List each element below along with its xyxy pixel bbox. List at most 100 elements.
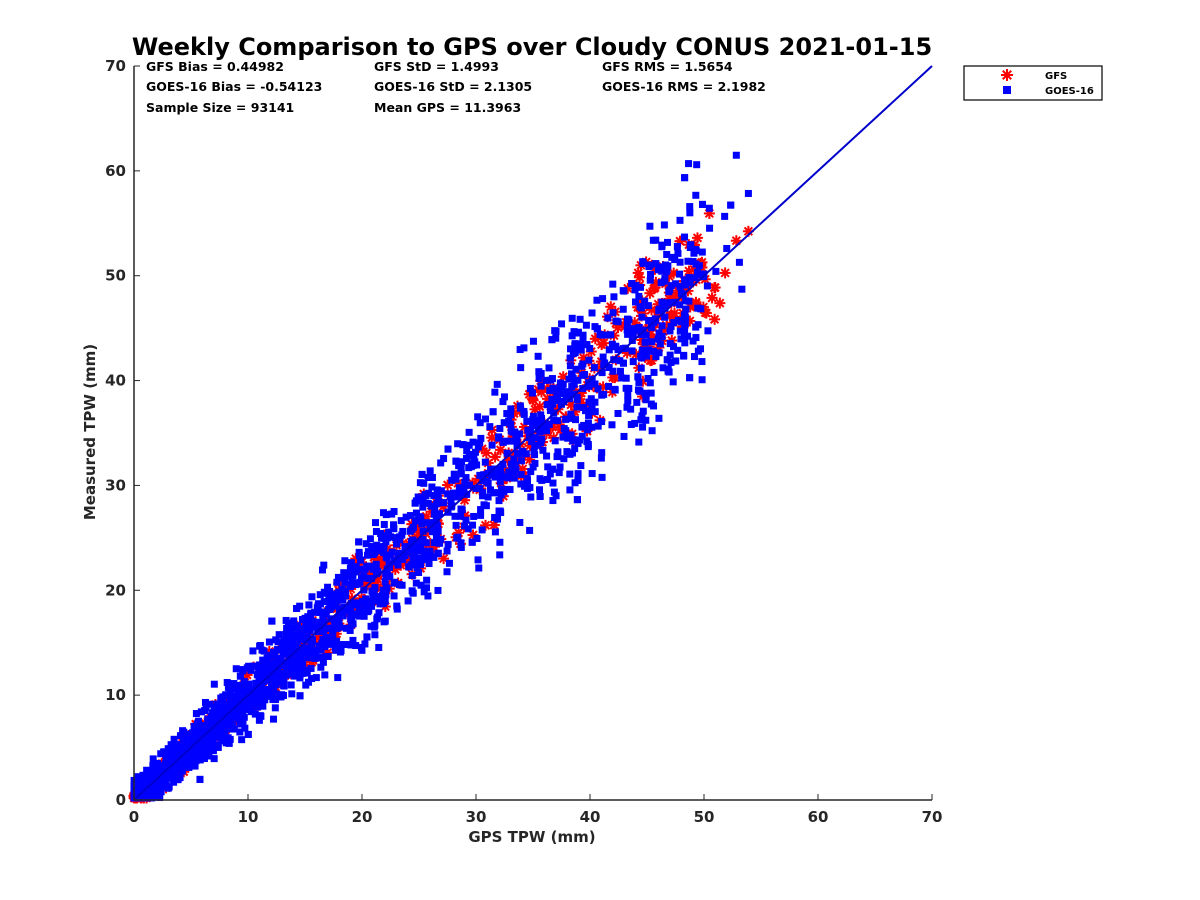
goes16-point — [169, 774, 177, 782]
goes16-point — [609, 367, 617, 375]
goes16-point — [529, 420, 537, 428]
goes16-point — [418, 520, 426, 528]
goes16-point — [228, 722, 236, 730]
goes16-point — [667, 358, 675, 366]
gfs-asterisk-stroke — [558, 372, 568, 382]
goes16-point — [598, 473, 606, 481]
goes16-point — [342, 641, 350, 649]
goes16-point — [283, 624, 291, 632]
goes16-point — [395, 581, 403, 589]
goes16-point — [324, 652, 332, 660]
goes16-point — [304, 654, 312, 662]
goes16-point — [576, 315, 584, 323]
goes16-point — [686, 209, 694, 217]
goes16-point — [451, 512, 459, 520]
goes16-point — [598, 331, 606, 339]
goes16-point — [676, 327, 684, 335]
goes16-point — [673, 243, 681, 251]
goes16-point — [669, 378, 677, 386]
goes16-point — [732, 151, 740, 159]
goes16-point — [559, 380, 567, 388]
gfs-asterisk-stroke — [468, 530, 478, 540]
goes16-point — [445, 559, 453, 567]
goes16-point — [336, 605, 344, 613]
gfs-asterisk-stroke — [487, 433, 497, 443]
goes16-point — [660, 277, 668, 285]
goes16-point — [686, 203, 694, 211]
goes16-point — [555, 469, 563, 477]
goes16-point — [588, 423, 596, 431]
goes16-point — [509, 428, 517, 436]
goes16-point — [379, 586, 387, 594]
goes16-point — [574, 376, 582, 384]
goes16-point — [406, 512, 414, 520]
goes16-point — [240, 713, 248, 721]
goes16-point — [573, 396, 581, 404]
goes16-point — [550, 488, 558, 496]
goes16-point — [478, 526, 486, 534]
goes16-point — [200, 755, 208, 763]
goes16-point — [170, 735, 178, 743]
goes16-point — [698, 248, 706, 256]
goes16-point — [536, 486, 544, 494]
goes16-point — [317, 646, 325, 654]
goes16-point — [372, 528, 380, 536]
gfs-asterisk-stroke — [715, 298, 725, 308]
goes16-point — [226, 735, 234, 743]
goes16-point — [676, 301, 684, 309]
goes16-point — [332, 602, 340, 610]
goes16-point — [616, 357, 624, 365]
goes16-point — [315, 618, 323, 626]
goes16-point — [409, 523, 417, 531]
goes16-point — [568, 314, 576, 322]
goes16-point — [690, 353, 698, 361]
goes16-point — [553, 385, 561, 393]
gfs-asterisk-stroke — [438, 553, 449, 564]
goes16-point — [624, 397, 632, 405]
goes16-point — [599, 353, 607, 361]
goes16-point — [543, 452, 551, 460]
goes16-point — [572, 416, 580, 424]
goes16-point — [583, 437, 591, 445]
goes16-point — [206, 700, 214, 708]
goes16-point — [335, 594, 343, 602]
goes16-point — [296, 665, 304, 673]
gfs-asterisk-stroke — [481, 448, 491, 458]
goes16-point — [342, 624, 350, 632]
goes16-point — [480, 471, 488, 479]
goes16-point — [270, 715, 278, 723]
goes16-point — [440, 454, 448, 462]
goes16-point — [416, 479, 424, 487]
goes16-point — [644, 302, 652, 310]
goes16-point — [624, 330, 632, 338]
goes16-point — [588, 402, 596, 410]
goes16-point — [527, 493, 535, 501]
goes16-point — [333, 578, 341, 586]
gfs-asterisk-stroke — [731, 236, 741, 246]
goes16-point — [618, 374, 626, 382]
goes16-point — [601, 359, 609, 367]
goes16-point — [423, 584, 431, 592]
goes16-point — [428, 483, 436, 491]
gfs-asterisk-stroke — [720, 268, 730, 278]
goes16-point — [465, 450, 473, 458]
goes16-point — [304, 678, 312, 686]
goes16-point — [637, 416, 645, 424]
goes16-point — [232, 665, 240, 673]
goes16-point — [476, 419, 484, 427]
goes16-point — [464, 525, 472, 533]
goes16-point — [542, 376, 550, 384]
goes16-point — [623, 326, 631, 334]
goes16-point — [454, 440, 462, 448]
gfs-asterisk-stroke — [566, 400, 576, 410]
goes16-point — [390, 507, 398, 515]
goes16-point — [222, 691, 230, 699]
goes16-point — [426, 467, 434, 475]
goes16-point — [698, 358, 706, 366]
goes16-point — [641, 297, 649, 305]
goes16-point — [645, 346, 653, 354]
goes16-point — [584, 443, 592, 451]
goes16-point — [664, 238, 672, 246]
goes16-point — [543, 427, 551, 435]
goes16-point — [390, 521, 398, 529]
